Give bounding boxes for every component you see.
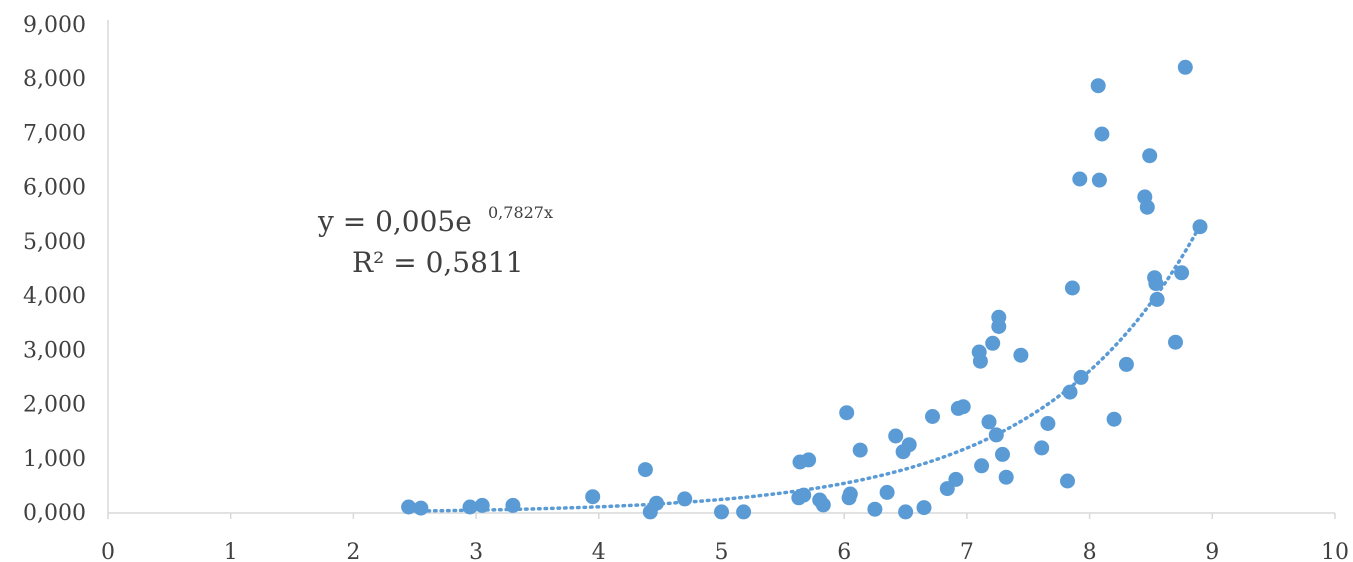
- equation-exponent: 0,7827x: [488, 203, 553, 222]
- data-point: [955, 399, 971, 415]
- data-point: [474, 497, 490, 513]
- data-point: [1148, 276, 1164, 292]
- data-point: [1072, 171, 1088, 187]
- x-tick-label: 9: [1205, 540, 1219, 562]
- data-point: [1064, 280, 1080, 296]
- data-point: [995, 446, 1010, 462]
- data-point: [839, 405, 855, 421]
- data-point: [867, 501, 883, 517]
- data-point: [972, 353, 988, 369]
- data-point: [1013, 347, 1029, 363]
- y-tick-label: 0,000: [23, 501, 86, 526]
- x-tick-label: 2: [346, 540, 360, 562]
- data-point: [1034, 440, 1050, 456]
- data-point: [677, 491, 693, 507]
- y-tick-label: 7,000: [23, 121, 86, 146]
- y-tick-label: 8,000: [23, 67, 86, 92]
- data-point: [1106, 411, 1122, 427]
- x-tick-label: 7: [960, 540, 974, 562]
- data-point: [736, 504, 752, 520]
- data-point: [852, 442, 868, 458]
- data-point: [842, 486, 858, 502]
- x-tick-label: 6: [837, 540, 851, 562]
- data-point: [1040, 416, 1056, 431]
- data-point: [1174, 265, 1190, 281]
- trendline-equation: y = 0,005e 0,7827x R² = 0,5811: [317, 203, 553, 279]
- data-point: [888, 428, 904, 444]
- data-point: [1168, 334, 1183, 350]
- data-point: [796, 487, 812, 503]
- x-tick-label: 0: [101, 540, 115, 562]
- y-tick-label: 1,000: [23, 447, 86, 472]
- x-tick-label: 4: [592, 540, 606, 562]
- data-point: [1062, 384, 1078, 400]
- x-tick-label: 10: [1321, 540, 1349, 562]
- data-point: [974, 458, 990, 474]
- y-tick-label: 3,000: [23, 338, 86, 363]
- data-point: [1091, 172, 1107, 188]
- data-point: [1149, 291, 1165, 307]
- trendline-layer: [406, 223, 1202, 513]
- x-tick-label: 1: [224, 540, 238, 562]
- x-tick-label: 5: [715, 540, 729, 562]
- data-point: [637, 462, 653, 478]
- x-tick-label: 3: [469, 540, 483, 562]
- data-point: [1060, 473, 1075, 489]
- axes: 0,000 1,000 2,000 3,000 4,000 5,000 6,000 7,000…: [23, 13, 1349, 562]
- data-point: [1118, 356, 1134, 372]
- data-point: [1177, 59, 1193, 75]
- data-point: [462, 499, 478, 515]
- data-point: [815, 497, 831, 513]
- equation-text: y = 0,005e: [317, 205, 472, 238]
- data-point: [585, 489, 601, 505]
- x-tick-label: 8: [1083, 540, 1097, 562]
- data-point: [991, 309, 1007, 325]
- data-point: [401, 499, 417, 515]
- data-point: [413, 500, 429, 516]
- data-point: [1192, 219, 1208, 235]
- y-tick-label: 9,000: [23, 13, 86, 38]
- data-point: [901, 437, 917, 453]
- data-point: [988, 427, 1004, 443]
- data-point: [948, 471, 964, 487]
- data-point: [801, 452, 817, 468]
- data-point: [714, 504, 729, 520]
- data-point: [985, 335, 1001, 351]
- trendline: [406, 223, 1202, 513]
- data-point: [1139, 199, 1155, 215]
- data-point: [1090, 78, 1106, 94]
- data-point: [1142, 148, 1158, 164]
- data-point: [898, 504, 914, 520]
- r-squared-text: R² = 0,5811: [352, 246, 524, 279]
- data-point: [1094, 126, 1110, 142]
- data-point: [879, 484, 895, 500]
- points-layer: [401, 59, 1208, 520]
- data-point: [1073, 369, 1089, 385]
- data-point: [998, 469, 1014, 485]
- y-tick-label: 5,000: [23, 230, 86, 255]
- data-point: [981, 414, 997, 430]
- data-point: [649, 495, 664, 511]
- data-point: [925, 409, 940, 424]
- y-tick-label: 2,000: [23, 393, 86, 418]
- y-tick-label: 6,000: [23, 176, 86, 201]
- data-point: [916, 500, 932, 516]
- y-tick-label: 4,000: [23, 284, 86, 309]
- data-point: [505, 497, 521, 513]
